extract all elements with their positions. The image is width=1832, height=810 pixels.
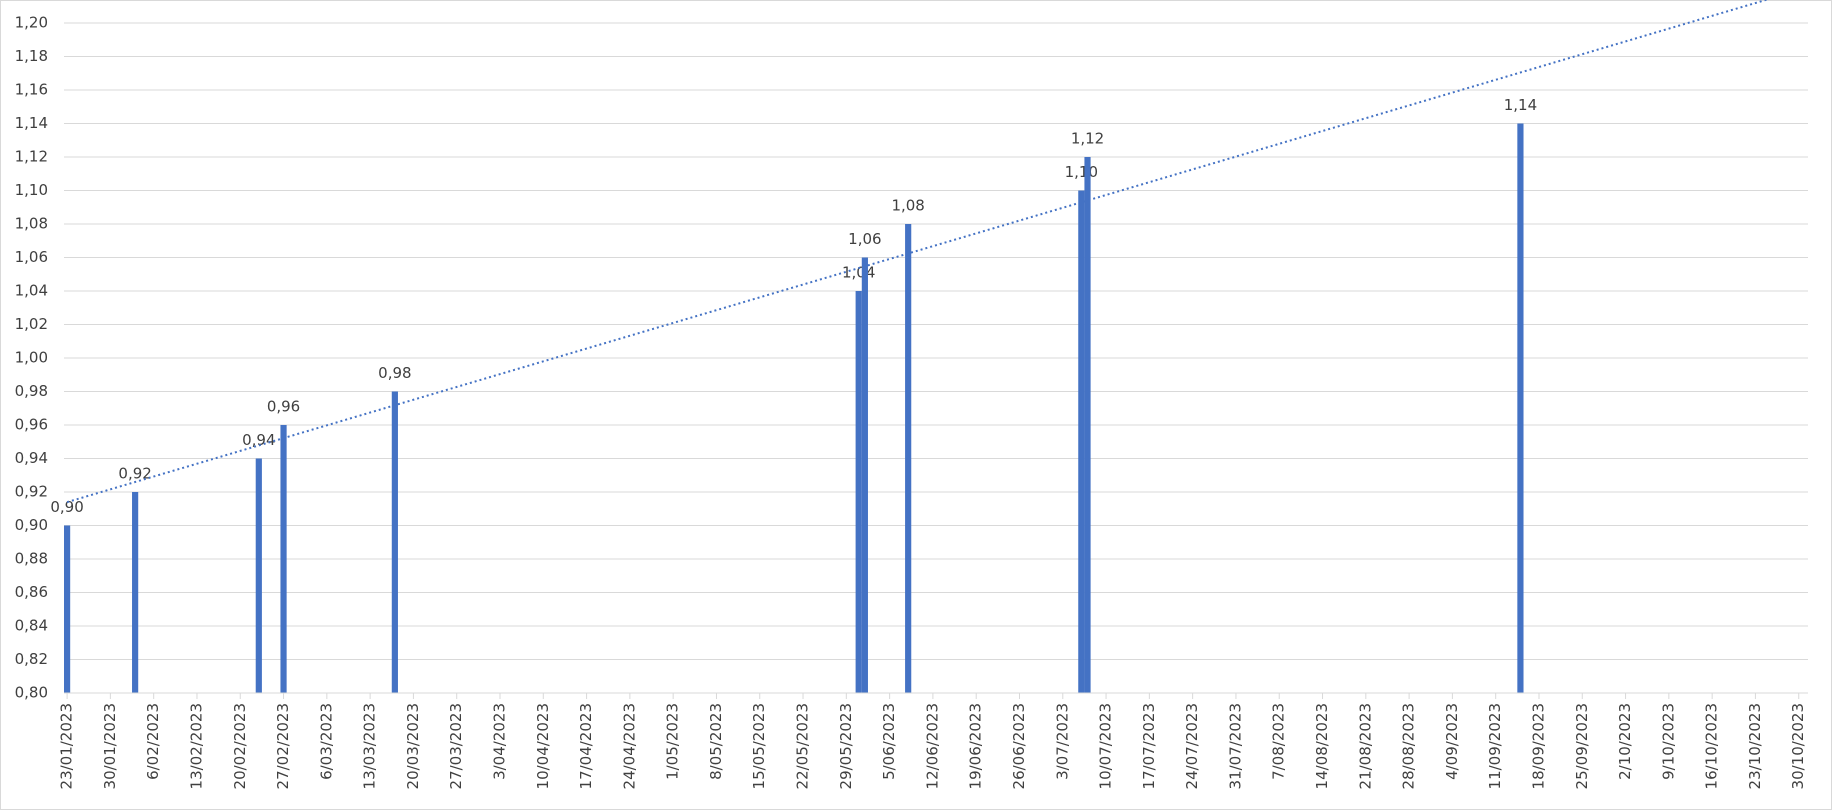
y-tick-label: 1,18 <box>15 47 48 65</box>
x-tick-label: 30/10/2023 <box>1789 703 1807 789</box>
bar <box>1084 157 1091 693</box>
y-tick-label: 1,12 <box>15 148 48 166</box>
y-tick-label: 0,82 <box>15 650 48 668</box>
x-tick-label: 28/08/2023 <box>1400 703 1418 789</box>
value-label: 1,14 <box>1504 96 1537 114</box>
y-tick-label: 0,92 <box>15 483 48 501</box>
y-tick-label: 1,06 <box>15 248 48 266</box>
value-label: 0,98 <box>378 364 411 382</box>
bar <box>855 291 862 693</box>
y-tick-label: 1,08 <box>15 215 48 233</box>
x-tick-label: 4/09/2023 <box>1443 703 1461 780</box>
x-tick-label: 15/05/2023 <box>750 703 768 789</box>
x-tick-label: 23/10/2023 <box>1746 703 1764 789</box>
value-label: 1,10 <box>1065 163 1098 181</box>
value-label: 1,08 <box>891 197 924 215</box>
x-tick-label: 29/05/2023 <box>837 703 855 789</box>
value-label: 0,90 <box>50 498 83 516</box>
x-tick-label: 10/07/2023 <box>1097 703 1115 789</box>
y-tick-label: 0,84 <box>15 617 48 635</box>
x-tick-label: 22/05/2023 <box>794 703 812 789</box>
x-tick-label: 16/10/2023 <box>1703 703 1721 789</box>
x-tick-label: 19/06/2023 <box>967 703 985 789</box>
bar <box>905 224 912 693</box>
y-tick-label: 0,88 <box>15 550 48 568</box>
x-tick-label: 24/04/2023 <box>620 703 638 789</box>
value-label: 1,12 <box>1071 130 1104 148</box>
x-tick-label: 3/07/2023 <box>1053 703 1071 780</box>
x-tick-label: 14/08/2023 <box>1313 703 1331 789</box>
x-tick-label: 5/06/2023 <box>880 703 898 780</box>
x-tick-label: 24/07/2023 <box>1183 703 1201 789</box>
bar <box>861 257 868 693</box>
bar <box>255 458 262 693</box>
x-tick-label: 27/03/2023 <box>447 703 465 789</box>
value-label: 0,92 <box>118 465 151 483</box>
x-tick-label: 12/06/2023 <box>923 703 941 789</box>
bar <box>64 525 71 693</box>
value-label: 1,04 <box>842 264 875 282</box>
x-tick-label: 27/02/2023 <box>274 703 292 789</box>
value-label: 0,96 <box>267 398 300 416</box>
x-tick-label: 26/06/2023 <box>1010 703 1028 789</box>
bar <box>391 391 398 693</box>
bar <box>1078 190 1085 693</box>
x-tick-label: 21/08/2023 <box>1356 703 1374 789</box>
x-tick-label: 8/05/2023 <box>707 703 725 780</box>
bar <box>132 492 139 693</box>
y-tick-label: 1,00 <box>15 349 48 367</box>
x-tick-label: 6/02/2023 <box>144 703 162 780</box>
x-tick-label: 17/04/2023 <box>577 703 595 789</box>
y-tick-label: 1,14 <box>15 114 48 132</box>
y-tick-label: 1,04 <box>15 282 48 300</box>
x-tick-label: 11/09/2023 <box>1486 703 1504 789</box>
x-tick-label: 1/05/2023 <box>664 703 682 780</box>
bar <box>1517 123 1524 693</box>
x-tick-label: 31/07/2023 <box>1226 703 1244 789</box>
x-tick-label: 20/02/2023 <box>231 703 249 789</box>
x-tick-label: 23/01/2023 <box>58 703 76 789</box>
x-tick-label: 17/07/2023 <box>1140 703 1158 789</box>
y-tick-label: 0,86 <box>15 583 48 601</box>
y-tick-label: 0,96 <box>15 416 48 434</box>
y-tick-label: 1,20 <box>15 14 48 32</box>
x-tick-label: 13/02/2023 <box>187 703 205 789</box>
y-tick-label: 0,94 <box>15 449 48 467</box>
x-tick-label: 6/03/2023 <box>317 703 335 780</box>
value-label: 0,94 <box>242 431 275 449</box>
x-tick-label: 20/03/2023 <box>404 703 422 789</box>
y-tick-label: 0,90 <box>15 516 48 534</box>
x-tick-label: 7/08/2023 <box>1270 703 1288 780</box>
y-tick-label: 0,80 <box>15 684 48 702</box>
y-tick-label: 1,10 <box>15 181 48 199</box>
y-tick-label: 0,98 <box>15 382 48 400</box>
x-tick-label: 10/04/2023 <box>534 703 552 789</box>
x-tick-label: 30/01/2023 <box>101 703 119 789</box>
x-tick-label: 13/03/2023 <box>361 703 379 789</box>
value-label: 1,06 <box>848 230 881 248</box>
y-tick-label: 1,02 <box>15 315 48 333</box>
x-tick-label: 25/09/2023 <box>1573 703 1591 789</box>
x-tick-label: 9/10/2023 <box>1659 703 1677 780</box>
x-tick-label: 2/10/2023 <box>1616 703 1634 780</box>
x-tick-label: 18/09/2023 <box>1529 703 1547 789</box>
bar <box>280 425 287 693</box>
x-tick-label: 3/04/2023 <box>491 703 509 780</box>
y-tick-label: 1,16 <box>15 81 48 99</box>
